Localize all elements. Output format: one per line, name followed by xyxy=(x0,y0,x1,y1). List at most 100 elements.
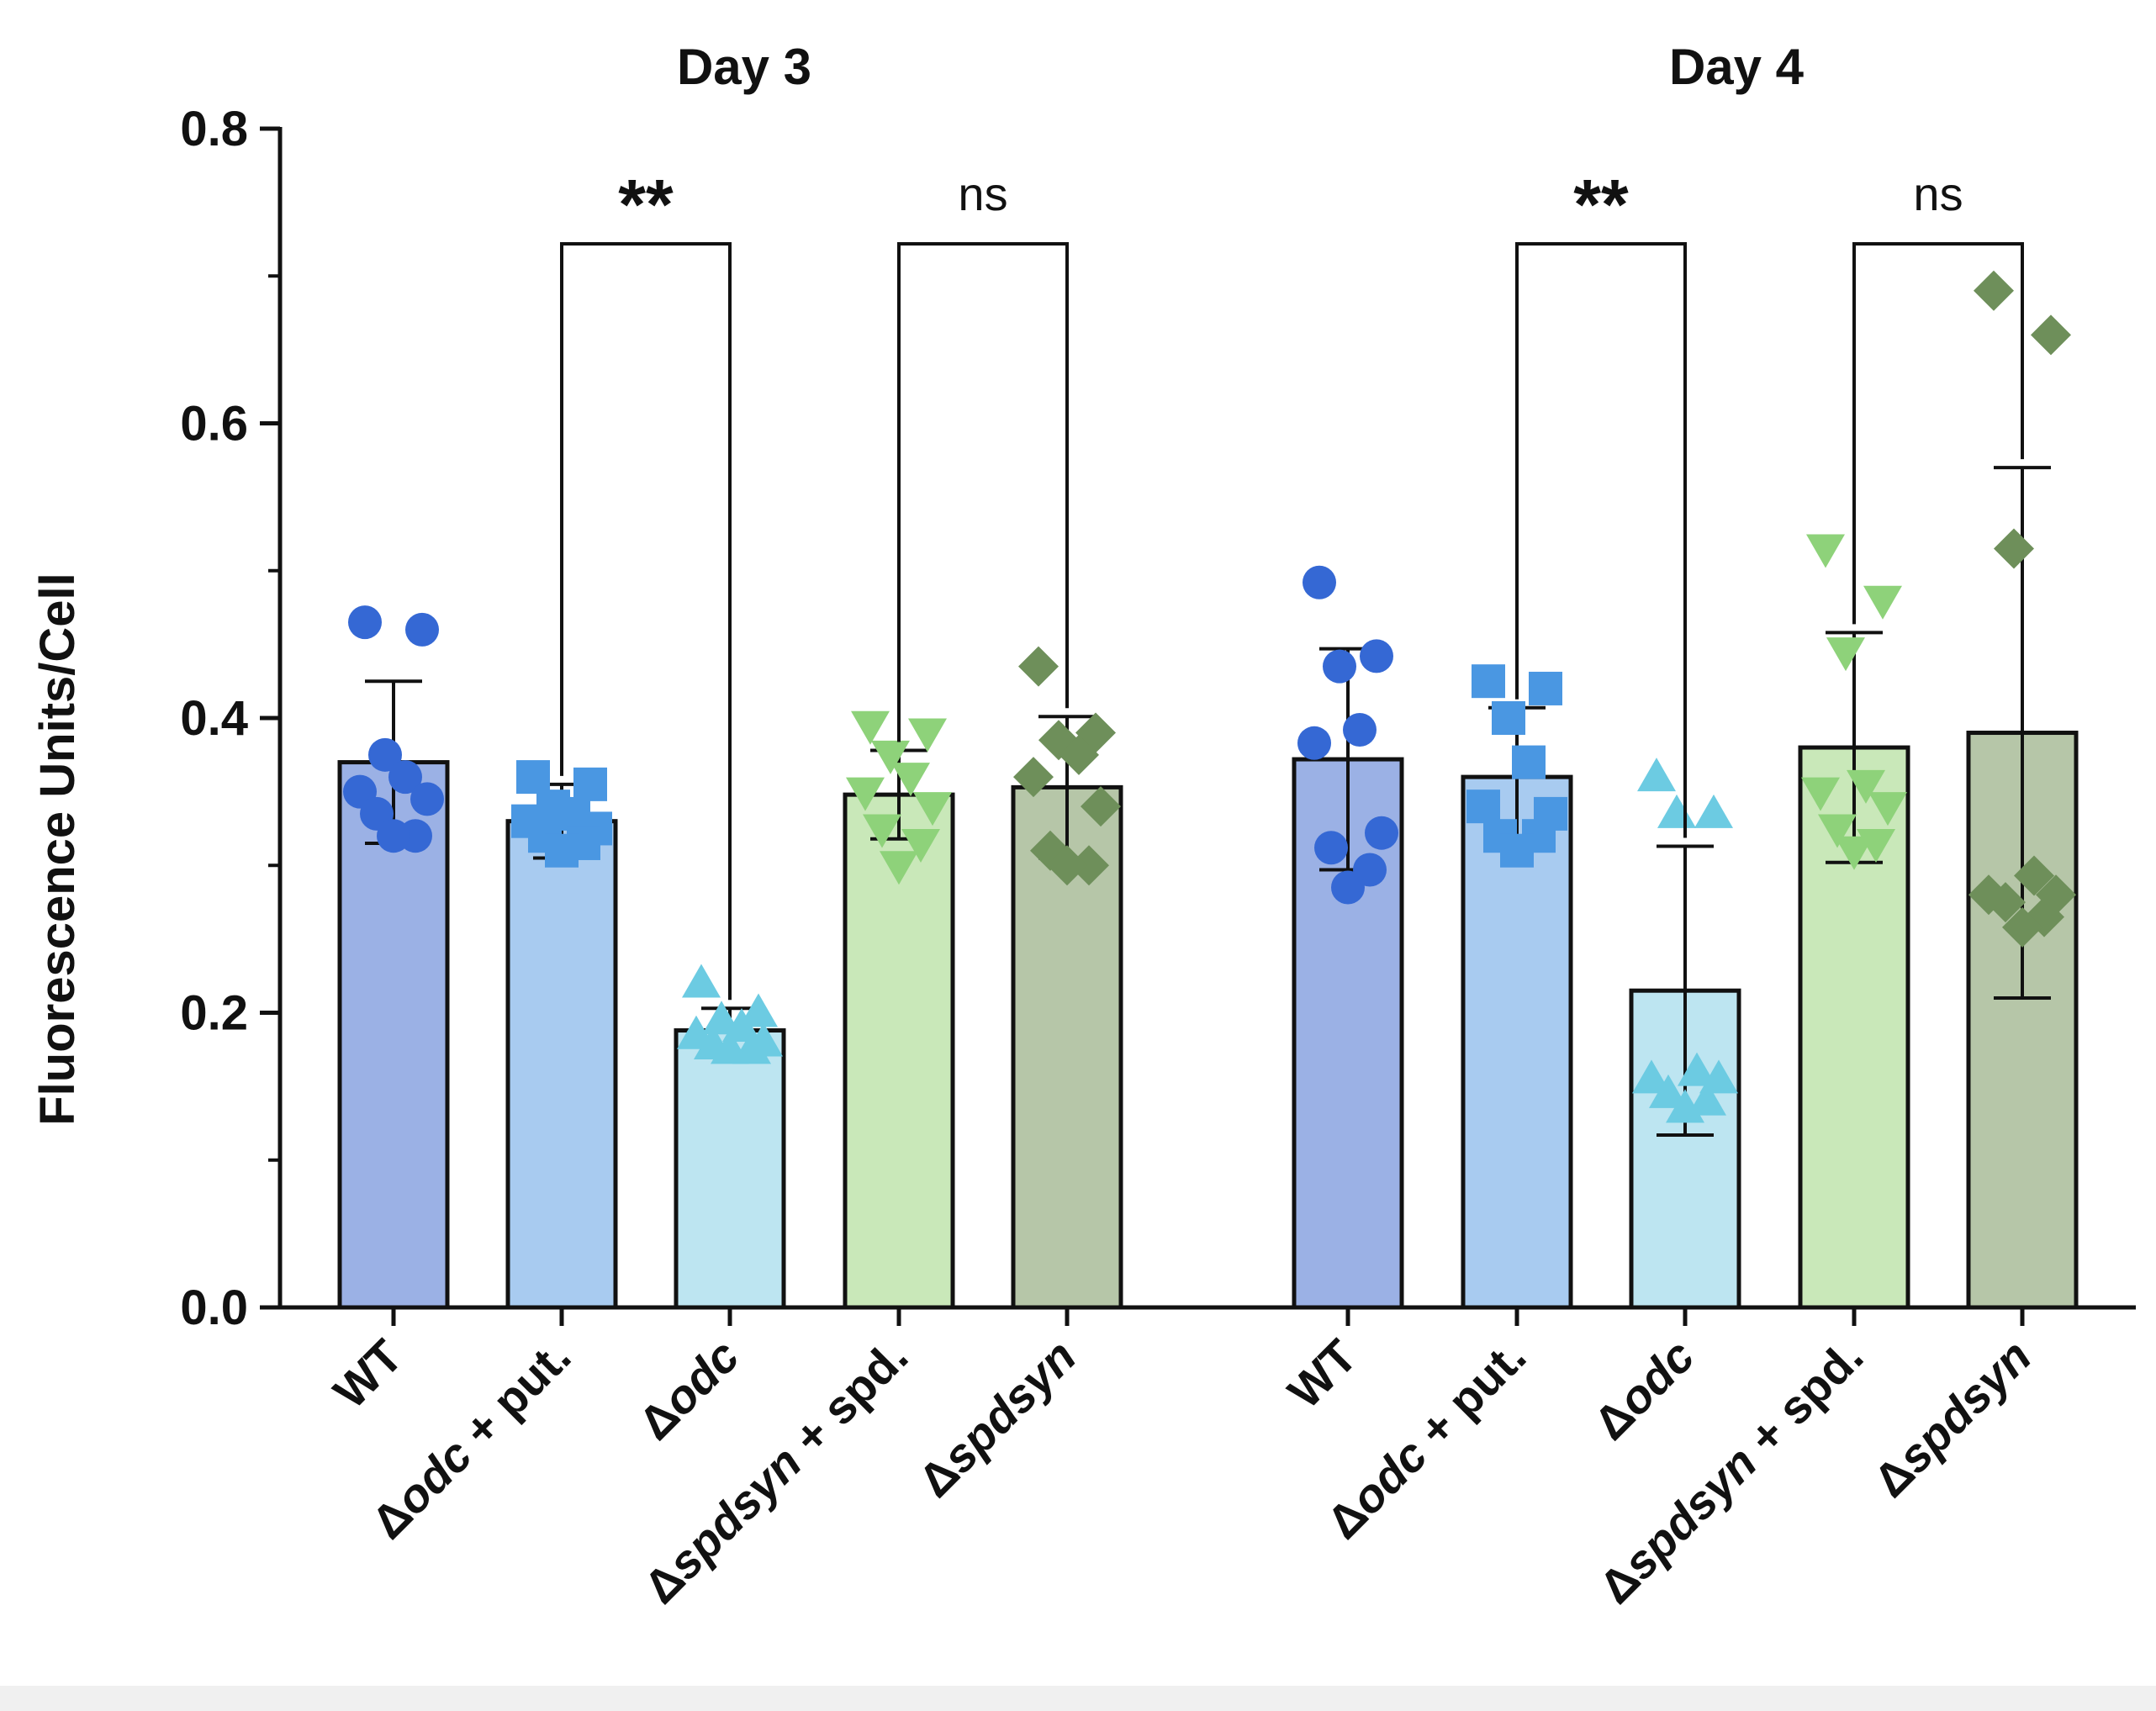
y-axis-label: Fluorescence Units/Cell xyxy=(30,573,85,1126)
data-point-circle xyxy=(348,605,382,640)
data-point-triangle-down xyxy=(1835,836,1873,870)
significance-label: ** xyxy=(618,165,674,244)
data-point-square xyxy=(1500,833,1534,868)
significance-label: ns xyxy=(1913,167,1963,220)
x-axis xyxy=(278,1305,2136,1326)
x-tick-label-part: + put. xyxy=(1399,1329,1535,1465)
y-tick-label: 0.2 xyxy=(180,986,248,1041)
data-point-diamond xyxy=(2014,855,2054,896)
data-point-diamond xyxy=(2002,906,2042,948)
data-point-circle xyxy=(1365,816,1398,850)
x-tick-label-part: WT xyxy=(323,1329,412,1418)
data-point-triangle-down xyxy=(1818,814,1857,848)
data-point-circle xyxy=(1323,649,1356,684)
x-tick-label-part: spdsyn xyxy=(932,1329,1086,1483)
x-tick-label-part: spdsyn xyxy=(1887,1329,2041,1483)
data-point-circle xyxy=(405,612,439,647)
group-title: Day 3 xyxy=(677,39,811,95)
data-point-square xyxy=(1512,745,1546,779)
data-point-triangle-down xyxy=(1801,777,1840,811)
data-point-diamond xyxy=(1081,786,1121,827)
y-tick-label: 0.4 xyxy=(180,691,248,746)
data-point-diamond xyxy=(1059,734,1099,775)
x-tick-label: WT xyxy=(1277,1329,1366,1418)
group-title: Day 4 xyxy=(1669,39,1805,95)
x-tick-label-part: + put. xyxy=(444,1329,580,1465)
data-point-square xyxy=(573,767,607,801)
data-point-triangle-down xyxy=(851,710,890,745)
data-point-triangle-down xyxy=(1806,534,1845,568)
data-point-circle xyxy=(1331,870,1365,905)
x-tick-label-part: spdsyn xyxy=(658,1435,811,1589)
data-point-triangle xyxy=(1688,1081,1726,1116)
x-tick-label-part: spdsyn xyxy=(1613,1435,1767,1589)
data-point-diamond xyxy=(1994,528,2034,569)
data-point-triangle xyxy=(739,993,778,1027)
data-point-triangle-down xyxy=(908,718,947,753)
data-point-triangle-down xyxy=(871,740,910,774)
data-point-triangle xyxy=(1649,1074,1688,1108)
data-point-triangle-down xyxy=(901,828,940,863)
data-point-diamond xyxy=(1013,757,1054,798)
y-tick-label: 0.0 xyxy=(180,1281,248,1335)
significance-bracket xyxy=(1515,242,1687,838)
data-point-triangle-down xyxy=(1847,769,1885,804)
data-point-circle xyxy=(1343,713,1377,747)
x-tick-label: WT xyxy=(323,1329,412,1418)
data-point-triangle-down xyxy=(891,763,930,797)
significance-bracket xyxy=(560,242,732,1001)
data-point-triangle-down xyxy=(1863,585,1902,620)
data-point-diamond xyxy=(1974,270,2014,311)
data-point-triangle xyxy=(711,1030,749,1064)
x-tick-label: Δspdsyn xyxy=(908,1329,1086,1508)
data-point-circle xyxy=(1303,565,1336,599)
significance-bracket xyxy=(897,242,1069,742)
data-point-square xyxy=(1529,671,1562,705)
significance-label: ns xyxy=(958,167,1007,220)
data-points xyxy=(343,270,2076,1123)
bar xyxy=(1966,731,2079,1310)
x-tick-label: Δspdsyn xyxy=(1863,1329,2042,1508)
data-point-circle xyxy=(410,782,444,816)
y-tick-label: 0.8 xyxy=(180,102,248,156)
data-point-diamond xyxy=(1018,646,1059,687)
data-point-square xyxy=(516,760,550,795)
data-point-circle xyxy=(388,760,422,795)
data-point-diamond xyxy=(1047,845,1087,886)
data-point-circle xyxy=(1314,831,1348,865)
data-point-diamond xyxy=(1069,845,1109,886)
data-point-diamond xyxy=(2031,314,2071,356)
data-point-triangle-down xyxy=(1826,637,1865,672)
x-tick-label-part: + spd. xyxy=(774,1329,917,1473)
data-point-circle xyxy=(377,819,410,853)
data-point-triangle-down xyxy=(846,777,885,811)
data-point-triangle xyxy=(1678,1052,1716,1086)
footer-strip xyxy=(0,1686,2156,1711)
error-bars xyxy=(365,466,2051,1137)
data-point-triangle xyxy=(1666,1089,1704,1123)
bar xyxy=(505,819,618,1310)
significance-brackets: ** ns ** ns xyxy=(560,165,2024,1001)
x-tick-label-part: + spd. xyxy=(1729,1329,1873,1473)
bar xyxy=(674,1028,786,1310)
data-point-triangle xyxy=(1637,758,1676,792)
data-point-square xyxy=(1466,789,1500,824)
group-titles: Day 3 Day 4 xyxy=(677,39,1805,95)
y-tick-label: 0.6 xyxy=(180,397,248,452)
data-point-triangle-down xyxy=(880,851,918,885)
data-point-circle xyxy=(1297,726,1331,760)
data-point-triangle xyxy=(1699,1059,1738,1094)
data-point-square xyxy=(1492,701,1525,735)
data-point-square xyxy=(1472,664,1505,699)
data-point-triangle xyxy=(1657,794,1696,828)
x-tick-label: Δodc xyxy=(1583,1329,1704,1450)
data-point-triangle xyxy=(682,964,721,998)
data-point-triangle-down xyxy=(1868,792,1907,826)
y-axis: 0.0 0.2 0.4 0.6 0.8 xyxy=(180,102,283,1335)
data-point-square xyxy=(545,833,579,868)
data-point-circle xyxy=(1360,639,1393,673)
data-point-triangle xyxy=(702,1001,741,1035)
data-point-triangle-down xyxy=(913,792,952,826)
